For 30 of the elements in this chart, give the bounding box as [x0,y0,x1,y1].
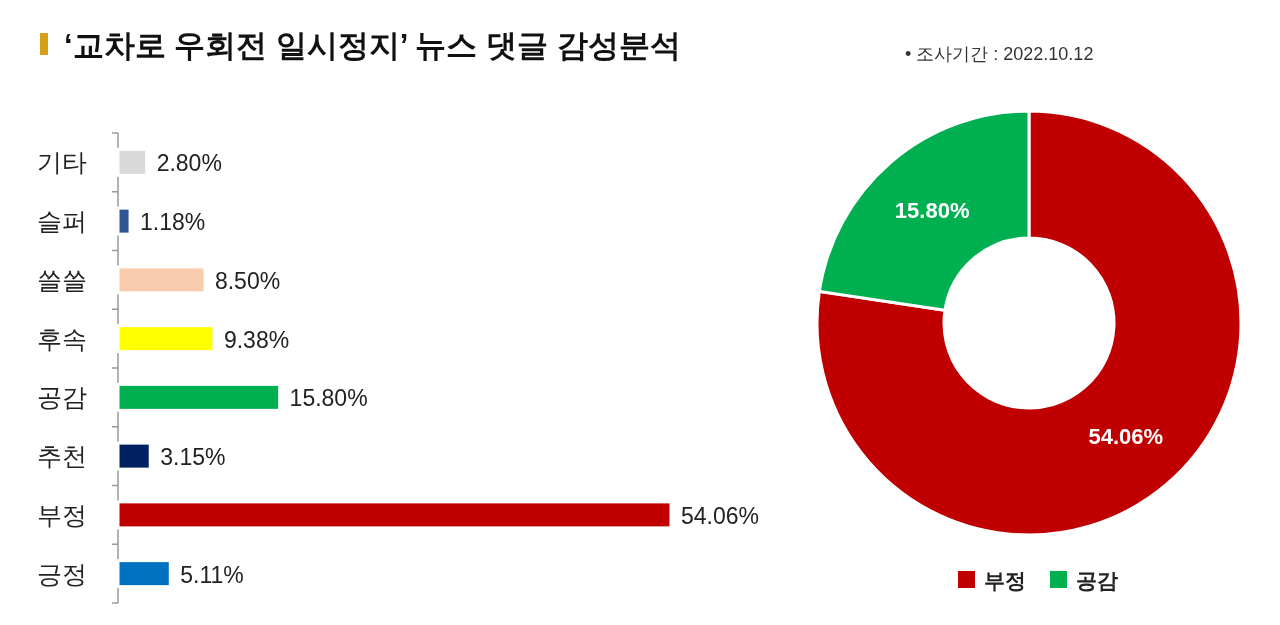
y-tick-label: 추천 [37,442,87,471]
y-tick-label: 후속 [37,324,87,353]
bar [116,441,152,471]
data-label: 5.11% [180,561,244,588]
donut-slice [815,109,1243,537]
y-tick-label: 긍정 [37,559,87,588]
chart-title: ‘교차로 우회전 일시정지’ 뉴스 댓글 감성분석 [64,28,681,63]
legend-label: 부정 [984,569,1026,592]
y-tick-label: 쓸쓸 [37,265,87,294]
data-label: 54.06% [681,502,760,529]
data-label: 15.80% [894,198,970,224]
bar [116,206,132,236]
bar [116,500,673,530]
legend-label: 공감 [1076,569,1118,592]
chart-subtitle: • 조사기간 : 2022.10.12 [905,44,1094,64]
data-label: 54.06% [1088,423,1164,449]
data-label: 3.15% [160,444,226,471]
bar [116,324,216,354]
data-label: 15.80% [289,385,368,412]
data-label: 2.80% [156,150,222,177]
data-label: 1.18% [140,209,206,236]
y-tick-label: 슬퍼 [37,207,87,236]
data-label: 8.50% [214,267,281,294]
data-label: 9.38% [223,326,290,353]
y-tick-label: 기타 [37,148,87,177]
bar [116,265,207,295]
bar [116,382,282,412]
y-tick-label: 부정 [37,500,87,529]
y-tick-label: 공감 [37,383,87,412]
bar [116,559,172,589]
